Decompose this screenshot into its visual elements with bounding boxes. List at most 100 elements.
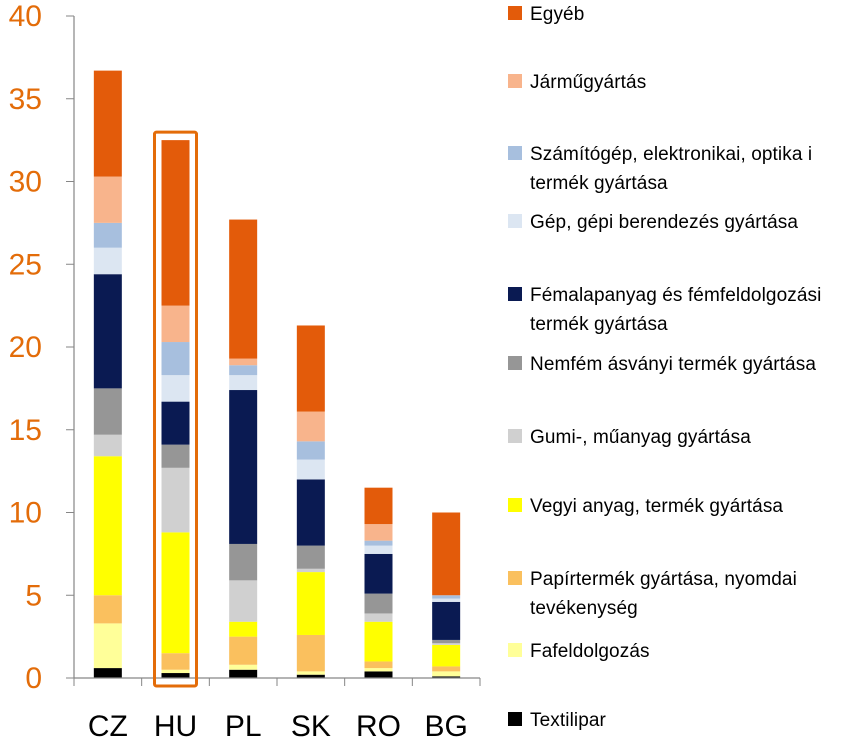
bar-segment — [93, 222, 122, 248]
bar-segment — [161, 532, 190, 654]
legend-swatch — [508, 498, 522, 512]
bar-segment — [364, 545, 393, 554]
highlight-box — [153, 130, 198, 688]
bar-segment — [93, 623, 122, 669]
highlight-group — [153, 130, 198, 688]
legend-label: Gép, gépi berendezés gyártása — [530, 212, 799, 233]
bar-segment — [432, 601, 461, 640]
y-tick-label: 25 — [9, 248, 42, 281]
legend-swatch — [508, 74, 522, 88]
legend-item: Papírtermék gyártása, nyomdai tevékenysé… — [508, 565, 856, 623]
bar-segment — [432, 598, 461, 602]
bar-segment — [161, 342, 190, 376]
legend-swatch — [508, 214, 522, 228]
legend-item: Számítógép, elektronikai, optika i termé… — [508, 140, 856, 198]
x-tick-label: HU — [154, 710, 197, 743]
bar-segment — [161, 375, 190, 402]
bar-segment — [229, 580, 258, 622]
y-tick-label: 0 — [25, 662, 42, 695]
legend-swatch — [508, 643, 522, 657]
legend-swatch — [508, 571, 522, 585]
bar-segment — [161, 673, 190, 678]
bar-segment — [93, 70, 122, 177]
legend-label: Gumi-, műanyag gyártása — [530, 427, 751, 448]
bar-segment — [229, 621, 258, 637]
bar-segment — [161, 140, 190, 306]
legend-swatch — [508, 429, 522, 443]
legend-label: Papírtermék gyártása, nyomdai tevékenysé… — [530, 569, 797, 619]
legend-label: Textilipar — [530, 710, 606, 731]
bar-segment — [161, 305, 190, 343]
bar-segment — [296, 671, 325, 675]
y-tick-label: 30 — [9, 166, 42, 199]
bar-segment — [432, 595, 461, 599]
legend-swatch — [508, 356, 522, 370]
bar-segment — [229, 358, 258, 366]
bar-segment — [161, 467, 190, 533]
legend-label: Járműgyártás — [530, 72, 647, 93]
bar-segment — [296, 545, 325, 569]
bar-segment — [432, 512, 461, 596]
bar-segment — [432, 644, 461, 667]
legend: Egyéb Járműgyártás Számítógép, elektronika… — [508, 0, 856, 749]
bar-segment — [364, 621, 393, 662]
legend-swatch — [508, 146, 522, 160]
x-tick-label: BG — [424, 710, 467, 743]
bar-segment — [432, 666, 461, 672]
legend-item: Fémalapanyag és fémfeldolgozási termék g… — [508, 281, 856, 339]
legend-item: Gumi-, műanyag gyártása — [508, 423, 856, 452]
y-tick-label: 5 — [25, 579, 42, 612]
bar-segment — [296, 568, 325, 573]
legend-item: Textilipar — [508, 706, 856, 735]
bar-segment — [93, 434, 122, 457]
bar-segment — [93, 668, 122, 678]
bar-segment — [229, 636, 258, 665]
bar-segment — [296, 674, 325, 678]
bar-segment — [432, 643, 461, 645]
legend-item: Vegyi anyag, termék gyártása — [508, 492, 856, 521]
bar-segment — [364, 671, 393, 678]
y-axis-ticks: 0 5 10 15 20 25 30 35 40 — [9, 0, 74, 695]
legend-item: Egyéb — [508, 0, 856, 29]
bar-segment — [364, 668, 393, 672]
bar-segment — [296, 411, 325, 442]
legend-item: Járműgyártás — [508, 68, 856, 97]
bar-segment — [161, 669, 190, 674]
x-axis-ticks: CZ HU PL SK RO BG — [88, 710, 468, 743]
bar-segment — [364, 613, 393, 622]
bar-segment — [93, 247, 122, 275]
legend-item: Gép, gépi berendezés gyártása — [508, 208, 856, 237]
bar-segment — [229, 669, 258, 678]
bar-segment — [93, 274, 122, 389]
bar-segment — [364, 524, 393, 541]
bar-segment — [161, 444, 190, 468]
legend-label: Nemfém ásványi termék gyártása — [530, 354, 816, 375]
legend-swatch — [508, 287, 522, 301]
y-tick-label: 20 — [9, 331, 42, 364]
legend-item: Nemfém ásványi termék gyártása — [508, 350, 856, 379]
legend-label: Fafeldolgozás — [530, 641, 650, 662]
bar-segment — [296, 479, 325, 546]
stacked-bar-chart: 0 5 10 15 20 25 30 35 40 CZ HU PL SK RO BG — [9, 0, 481, 743]
y-tick-label: 15 — [9, 414, 42, 447]
y-tick-label: 10 — [9, 497, 42, 530]
bar-segment — [296, 459, 325, 480]
bar-segment — [229, 375, 258, 391]
legend-label: Vegyi anyag, termék gyártása — [530, 496, 784, 517]
x-tick-label: CZ — [88, 710, 128, 743]
bar-segment — [229, 390, 258, 544]
legend-label: Számítógép, elektronikai, optika i termé… — [530, 144, 813, 194]
legend-swatch — [508, 712, 522, 726]
bar-stacks — [93, 70, 461, 678]
x-tick-label: PL — [225, 710, 262, 743]
bar-segment — [229, 543, 258, 581]
bar-segment — [296, 634, 325, 672]
bar-segment — [93, 595, 122, 624]
bar-segment — [296, 325, 325, 412]
legend-label: Egyéb — [530, 4, 585, 25]
legend-item: Fafeldolgozás — [508, 637, 856, 666]
bar-segment — [296, 572, 325, 635]
bar-segment — [161, 401, 190, 445]
bar-segment — [229, 219, 258, 359]
bar-segment — [364, 553, 393, 594]
